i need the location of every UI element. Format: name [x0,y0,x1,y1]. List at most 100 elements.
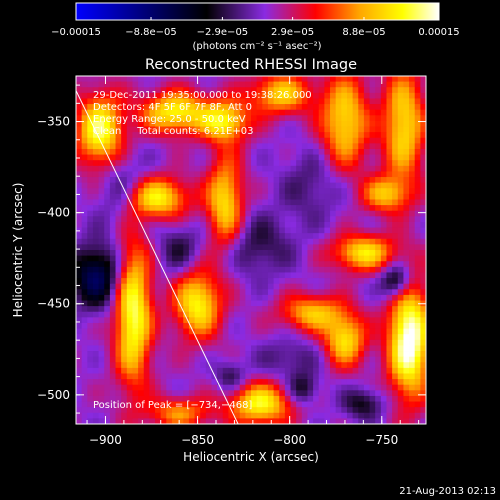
heatmap-cell [352,311,359,318]
heatmap-cell [98,177,105,184]
heatmap-cell [121,160,128,167]
heatmap-cell [392,104,399,111]
heatmap-cell [313,345,320,352]
heatmap-cell [369,266,376,273]
heatmap-cell [205,367,212,374]
heatmap-cell [87,328,94,335]
heatmap-cell [313,373,320,380]
heatmap-cell [87,188,94,195]
heatmap-cell [104,115,111,122]
heatmap-cell [420,92,426,99]
heatmap-cell [330,339,337,346]
heatmap-cell [296,278,303,285]
heatmap-cell [76,362,83,369]
heatmap-cell [239,188,246,195]
heatmap-cell [98,401,105,408]
heatmap-cell [363,81,370,88]
heatmap-cell [313,283,320,290]
heatmap-cell [138,300,145,307]
heatmap-cell [81,373,88,380]
heatmap-cell [149,76,156,83]
heatmap-cell [352,143,359,150]
heatmap-cell [380,216,387,223]
heatmap-cell [104,412,111,419]
heatmap-cell [279,379,286,386]
heatmap-cell [183,216,190,223]
heatmap-cell [132,233,139,240]
heatmap-cell [301,171,308,178]
heatmap-cell [98,104,105,111]
heatmap-cell [183,339,190,346]
heatmap-cell [324,216,331,223]
heatmap-cell [256,126,263,133]
heatmap-cell [341,412,348,419]
heatmap-cell [358,339,365,346]
heatmap-cell [386,328,393,335]
heatmap-cell [386,356,393,363]
heatmap-cell [160,367,167,374]
heatmap-cell [155,379,162,386]
heatmap-cell [115,362,122,369]
heatmap-cell [166,87,173,94]
heatmap-cell [318,87,325,94]
heatmap-cell [81,233,88,240]
heatmap-cell [183,104,190,111]
heatmap-cell [420,143,426,150]
heatmap-cell [126,395,133,402]
heatmap-cell [98,351,105,358]
heatmap-cell [420,351,426,358]
heatmap-cell [262,216,269,223]
heatmap-cell [81,412,88,419]
heatmap-cell [177,278,184,285]
heatmap-cell [301,395,308,402]
heatmap-cell [409,283,416,290]
heatmap-cell [92,311,99,318]
heatmap-cell [380,244,387,251]
heatmap-cell [81,188,88,195]
heatmap-cell [409,306,416,313]
heatmap-cell [267,250,274,257]
heatmap-cell [194,255,201,262]
heatmap-cell [245,351,252,358]
heatmap-cell [166,193,173,200]
heatmap-cell [341,171,348,178]
heatmap-cell [121,182,128,189]
heatmap-cell [171,339,179,346]
heatmap-cell [98,148,105,155]
heatmap-cell [217,171,224,178]
heatmap-cell [296,233,303,240]
heatmap-cell [239,221,246,228]
heatmap-cell [166,294,173,301]
heatmap-cell [194,266,201,273]
heatmap-cell [166,210,173,217]
heatmap-cell [115,250,122,257]
heatmap-cell [251,322,258,329]
heatmap-cell [143,278,150,285]
heatmap-cell [188,395,195,402]
heatmap-cell [267,165,274,172]
heatmap-cell [188,210,195,217]
heatmap-cell [87,154,94,161]
heatmap-cell [183,311,190,318]
heatmap-cell [177,311,184,318]
heatmap-cell [267,384,274,391]
heatmap-cell [194,210,201,217]
heatmap-cell [234,87,241,94]
heatmap-cell [98,334,105,341]
heatmap-cell [104,92,111,99]
solar-limb-line [76,90,239,424]
heatmap-cell [171,154,179,161]
heatmap-cell [358,132,365,139]
heatmap-cell [352,154,359,161]
heatmap-cell [76,244,83,251]
heatmap-cell [76,261,83,268]
heatmap-cell [256,395,263,402]
heatmap-cell [194,132,201,139]
heatmap-cell [160,177,167,184]
heatmap-cell [138,132,145,139]
heatmap-cell [177,171,184,178]
heatmap-cell [358,120,365,127]
heatmap-cell [132,120,139,127]
heatmap-cell [177,373,184,380]
heatmap-cell [194,294,201,301]
